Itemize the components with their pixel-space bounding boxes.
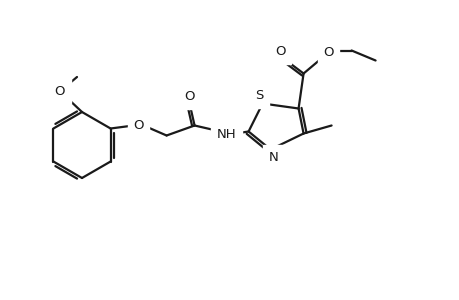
Text: S: S: [255, 89, 263, 102]
Text: O: O: [275, 45, 285, 58]
Text: NH: NH: [216, 128, 236, 141]
Text: O: O: [184, 90, 195, 103]
Text: O: O: [323, 46, 333, 59]
Text: O: O: [55, 85, 65, 98]
Text: O: O: [133, 119, 144, 132]
Text: N: N: [268, 151, 278, 164]
